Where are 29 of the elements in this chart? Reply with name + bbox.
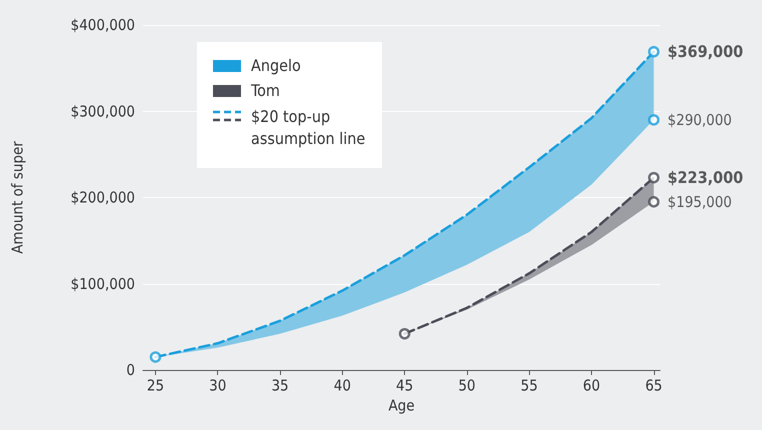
x-tick-label: 45 <box>396 376 414 394</box>
y-tick-label: $300,000 <box>70 102 135 120</box>
data-label: $290,000 <box>668 110 732 129</box>
point <box>648 114 660 126</box>
point <box>398 328 410 340</box>
x-tick-label: 35 <box>271 376 289 394</box>
point <box>648 172 660 184</box>
x-tick-label: 40 <box>334 376 351 394</box>
x-tick-label: 25 <box>146 376 164 394</box>
legend-label: Angelo <box>251 56 301 75</box>
point <box>648 46 660 58</box>
y-tick-label: $400,000 <box>70 16 135 34</box>
annotation: $20 top-up assumption line <box>251 106 366 150</box>
x-tick-label: 60 <box>582 376 600 394</box>
y-tick-label: 0 <box>126 361 135 379</box>
point <box>648 196 660 208</box>
x-tick-label: 65 <box>645 376 662 394</box>
y-tick-label: $200,000 <box>70 188 135 206</box>
x-tick-label: 50 <box>458 376 476 394</box>
x-axis-title: Age <box>388 396 415 414</box>
y-axis-title: Amount of super <box>8 140 26 254</box>
x-tick-label: 55 <box>520 376 538 394</box>
legend-label: Tom <box>251 81 280 100</box>
x-tick-label: 30 <box>209 376 226 394</box>
data-label: $195,000 <box>668 192 732 211</box>
y-tick-label: $100,000 <box>70 274 135 293</box>
point <box>150 351 162 363</box>
data-label: $223,000 <box>668 168 744 188</box>
data-label: $369,000 <box>668 42 744 62</box>
